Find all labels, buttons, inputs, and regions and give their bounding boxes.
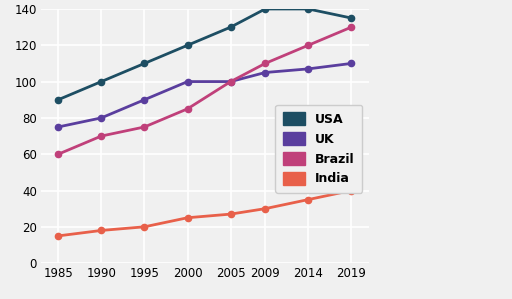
Brazil (262, 62, 268, 65)
USA (55, 98, 61, 102)
USA (184, 43, 190, 47)
Brazil (305, 43, 311, 47)
UK (228, 80, 234, 83)
Line: India: India (55, 187, 354, 239)
Brazil (141, 125, 147, 129)
UK (262, 71, 268, 74)
USA (305, 7, 311, 11)
Line: USA: USA (55, 6, 354, 103)
UK (55, 125, 61, 129)
Brazil (348, 25, 354, 29)
India (184, 216, 190, 219)
India (262, 207, 268, 210)
USA (262, 7, 268, 11)
India (348, 189, 354, 192)
USA (228, 25, 234, 29)
Line: Brazil: Brazil (55, 24, 354, 157)
India (305, 198, 311, 202)
USA (348, 16, 354, 20)
India (98, 229, 104, 232)
Brazil (98, 134, 104, 138)
Brazil (55, 152, 61, 156)
USA (141, 62, 147, 65)
UK (348, 62, 354, 65)
India (228, 212, 234, 216)
UK (305, 67, 311, 71)
India (55, 234, 61, 238)
UK (141, 98, 147, 102)
Line: UK: UK (55, 60, 354, 130)
Brazil (184, 107, 190, 111)
USA (98, 80, 104, 83)
UK (98, 116, 104, 120)
India (141, 225, 147, 229)
Legend: USA, UK, Brazil, India: USA, UK, Brazil, India (275, 105, 362, 193)
Brazil (228, 80, 234, 83)
UK (184, 80, 190, 83)
